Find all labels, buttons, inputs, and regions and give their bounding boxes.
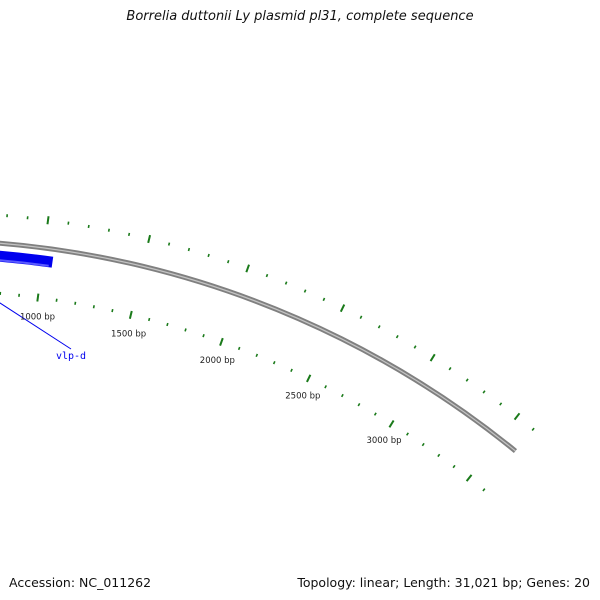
backbone-inner-line	[0, 242, 516, 452]
minor-tick-inner	[437, 453, 441, 458]
tick-label: 2500 bp	[285, 392, 320, 402]
minor-tick-outer	[284, 281, 288, 285]
backbone-outer-line	[0, 240, 518, 453]
minor-tick-inner	[373, 412, 377, 416]
major-tick-outer	[339, 304, 346, 313]
minor-tick-outer	[187, 247, 191, 252]
major-tick-outer	[429, 353, 436, 362]
tick-label: 1500 bp	[111, 329, 146, 339]
minor-tick-inner	[74, 301, 77, 305]
minor-tick-outer	[265, 273, 269, 278]
major-tick-outer	[513, 412, 521, 421]
backbone	[0, 240, 518, 453]
minor-tick-outer	[499, 402, 503, 406]
minor-tick-outer	[87, 224, 90, 229]
minor-tick-outer	[377, 325, 381, 329]
minor-tick-inner	[92, 305, 95, 309]
major-tick-inner	[219, 337, 224, 346]
minor-tick-inner	[357, 402, 361, 407]
minor-tick-inner	[255, 353, 259, 358]
minor-tick-outer	[482, 390, 486, 394]
minor-tick-inner	[482, 488, 486, 492]
tick-label: 1000 bp	[20, 312, 55, 322]
minor-tick-inner	[452, 464, 456, 469]
gene-label: vlp-d	[56, 351, 86, 362]
minor-ticks	[0, 214, 535, 492]
major-tick-inner	[388, 420, 395, 428]
minor-tick-inner	[184, 328, 187, 332]
minor-tick-inner	[405, 432, 409, 436]
minor-tick-outer	[322, 297, 326, 302]
minor-tick-inner	[340, 393, 344, 398]
minor-tick-inner	[202, 334, 205, 338]
major-tick-inner	[128, 310, 133, 319]
minor-tick-inner	[421, 442, 425, 447]
page-title: Borrelia duttonii Ly plasmid pl31, compl…	[126, 9, 474, 24]
minor-tick-outer	[303, 289, 307, 293]
minor-tick-outer	[127, 232, 131, 237]
major-tick-inner	[306, 374, 312, 383]
minor-tick-outer	[226, 260, 230, 264]
major-tick-outer	[147, 234, 152, 244]
accession-label: Accession: NC_011262	[9, 575, 152, 590]
major-tick-outer	[245, 264, 250, 273]
tick-label: 3000 bp	[366, 436, 401, 446]
gene-bar	[0, 250, 54, 268]
gene-leader-line	[0, 302, 72, 350]
major-tick-inner	[465, 474, 473, 482]
minor-tick-outer	[207, 253, 210, 258]
minor-tick-outer	[395, 334, 399, 339]
minor-tick-outer	[107, 228, 110, 232]
major-ticks	[36, 216, 521, 482]
minor-tick-outer	[448, 367, 452, 371]
minor-tick-inner	[272, 360, 276, 365]
minor-tick-outer	[167, 242, 171, 246]
major-tick-inner	[36, 293, 40, 302]
minor-tick-outer	[413, 345, 417, 349]
minor-tick-outer	[531, 427, 535, 431]
minor-tick-outer	[465, 378, 469, 382]
minor-tick-inner	[324, 385, 328, 389]
genes: vlp-d	[0, 250, 86, 362]
minor-tick-inner	[237, 346, 241, 351]
gene-bar-highlight	[0, 259, 49, 267]
major-tick-outer	[46, 216, 50, 225]
minor-tick-inner	[111, 308, 114, 313]
minor-tick-inner	[290, 368, 293, 373]
minor-tick-outer	[359, 315, 363, 319]
minor-tick-inner	[166, 322, 169, 327]
minor-tick-inner	[148, 317, 151, 322]
tick-label: 2000 bp	[200, 356, 235, 366]
genome-summary: Topology: linear; Length: 31,021 bp; Gen…	[297, 575, 590, 590]
